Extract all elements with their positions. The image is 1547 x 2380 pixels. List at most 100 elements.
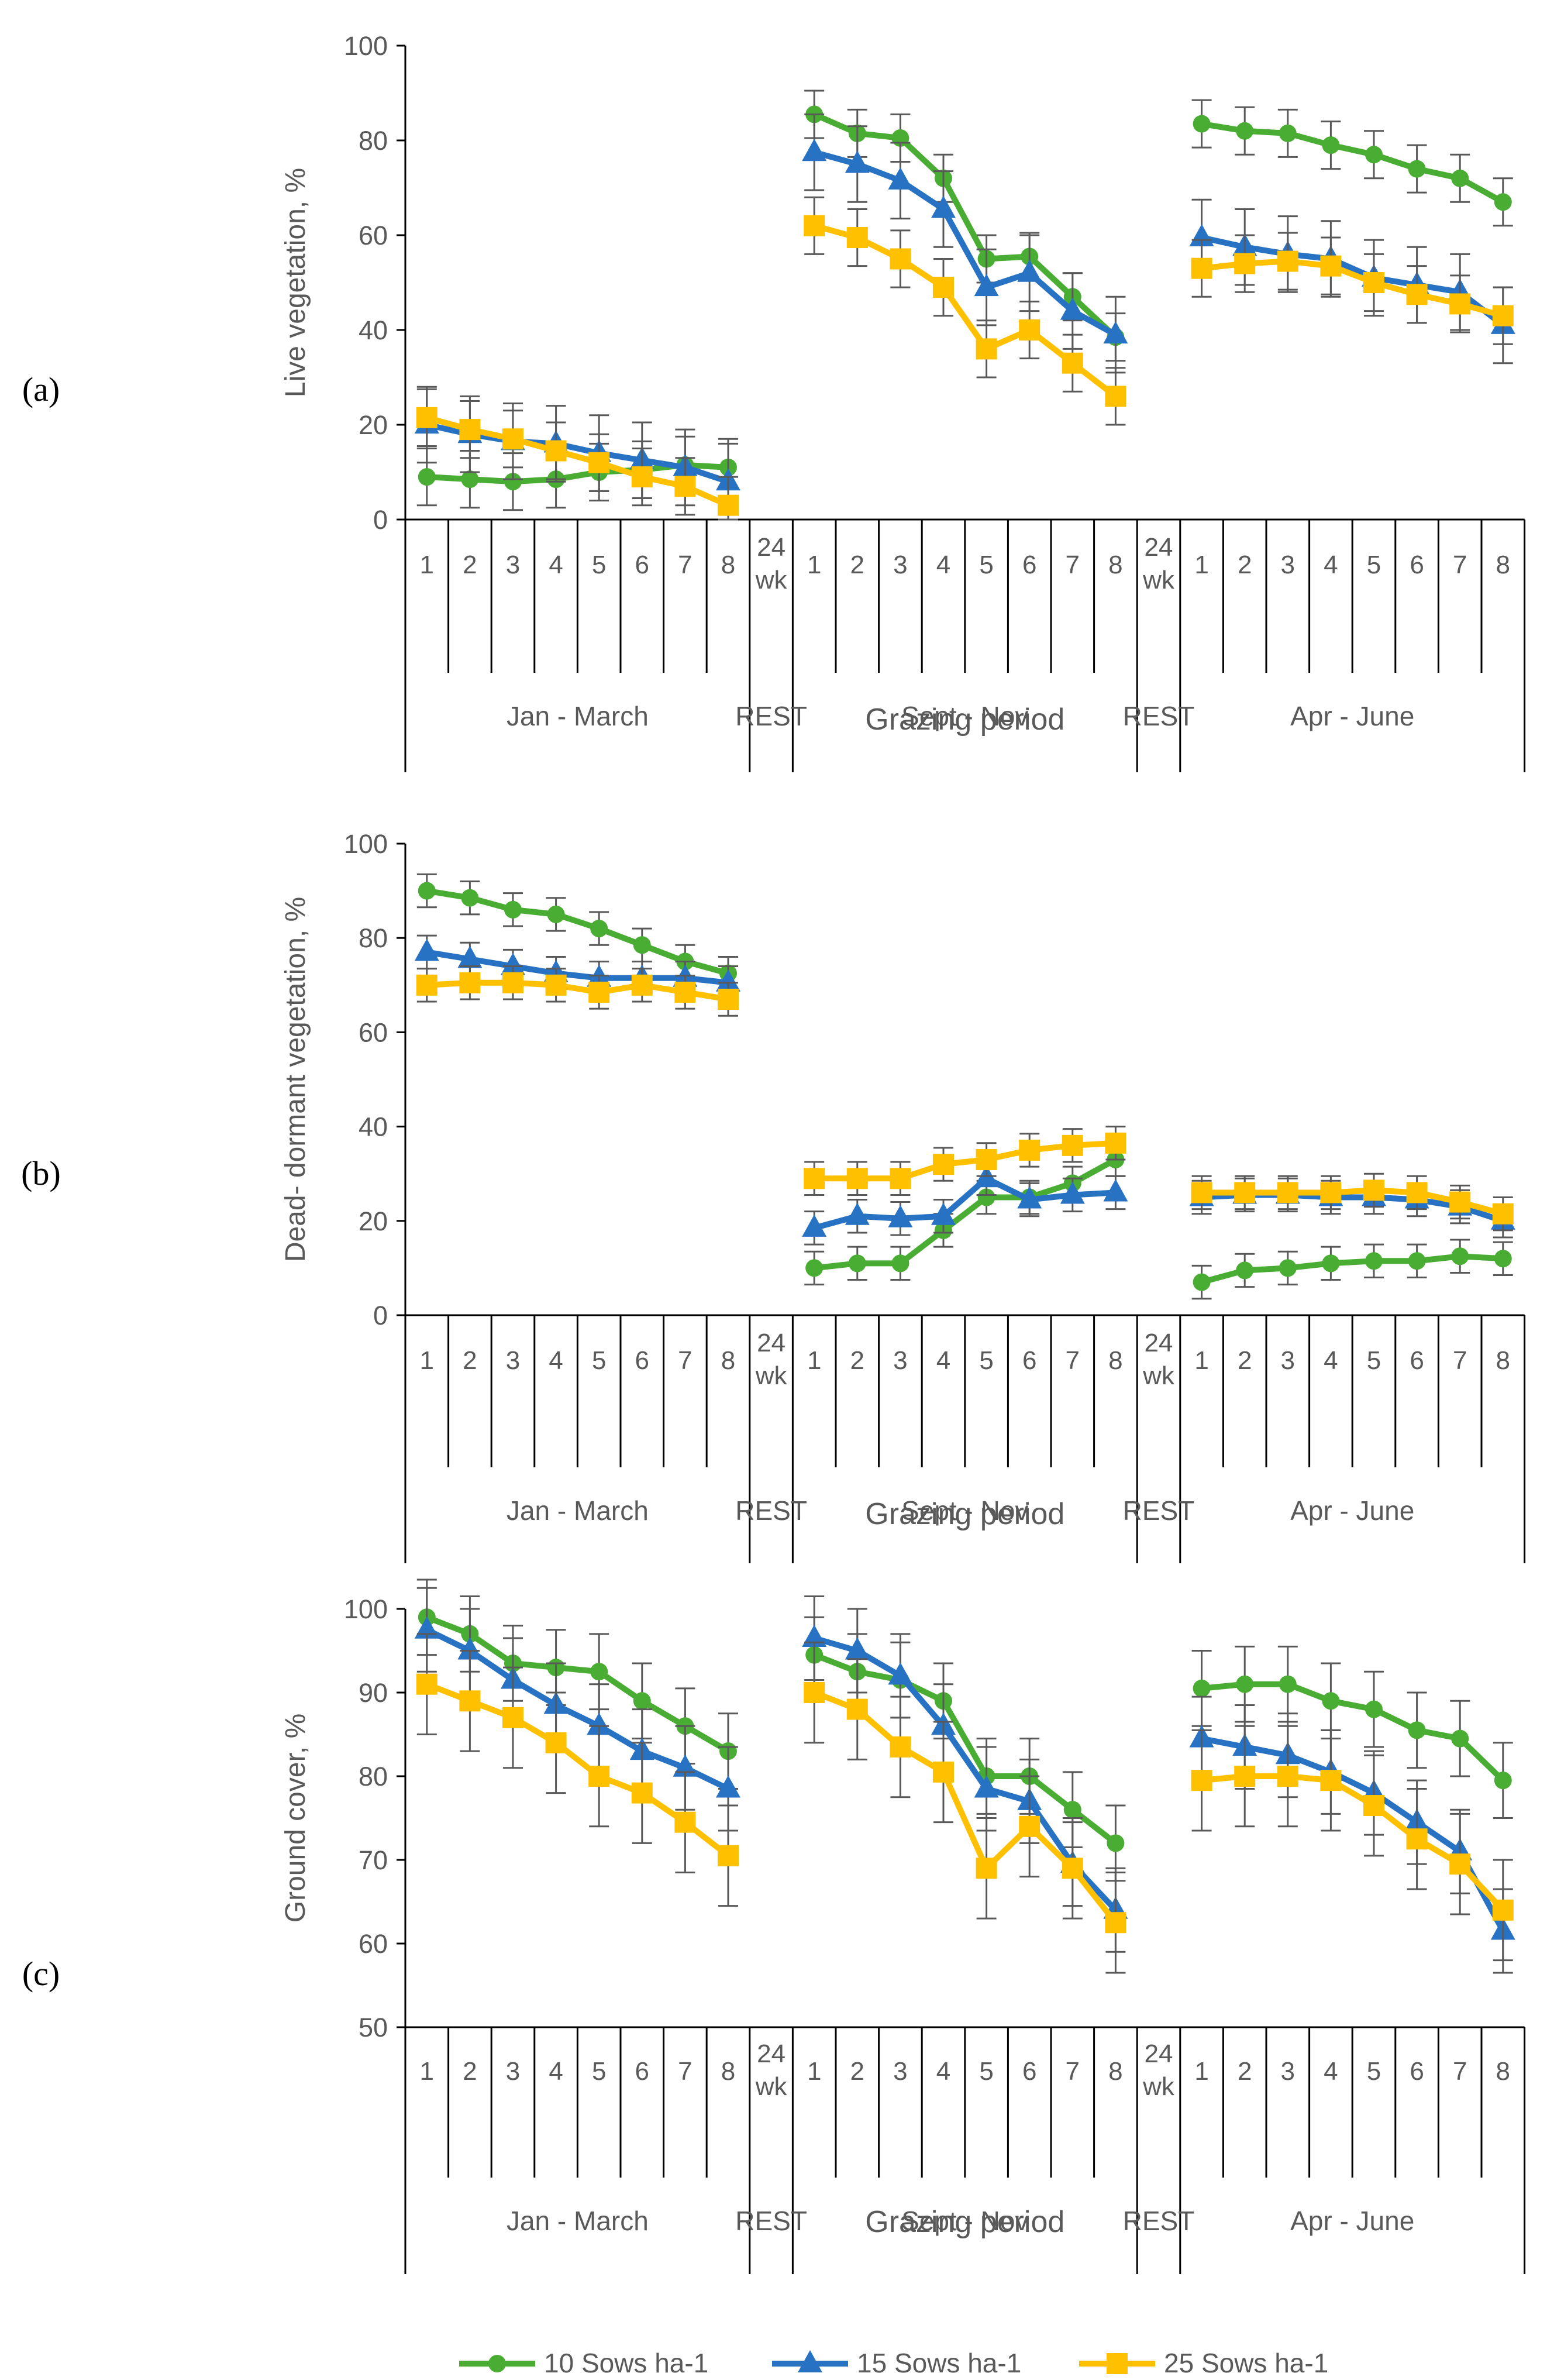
data-point [846,1698,868,1720]
data-point [633,936,651,954]
data-point [846,1168,868,1189]
x-tick-label: 3 [1281,2057,1295,2086]
x-group-label: Apr - June [1290,701,1414,731]
x-tick-label: wk [755,1361,788,1390]
x-tick-label: 5 [1367,551,1381,579]
x-tick-label: 4 [1324,1346,1338,1375]
data-point [1277,1766,1298,1787]
data-point [504,900,522,919]
data-point [674,1811,696,1833]
series-15-sows [414,1587,1515,1974]
x-tick-label: 2 [850,1346,864,1375]
x-tick-label: 1 [1194,2057,1208,2086]
x-tick-label: 3 [893,551,907,579]
x-tick-label: wk [1142,2072,1175,2101]
data-point [1017,259,1042,282]
data-point [674,476,696,497]
legend-marker [488,2355,506,2372]
x-axis-title: Grazing period [865,2205,1064,2239]
data-point [631,1782,653,1804]
x-tick-label: 3 [506,551,520,579]
data-point [804,1682,825,1703]
chart-panel-1: (a) 0 20 40 60 80 100 Live vegetation, % 1 2 3 4 5 6 7… [22,31,1526,772]
data-point [545,974,567,996]
x-tick-label: 7 [1066,1346,1080,1375]
data-point [888,1662,913,1685]
data-point [888,167,913,190]
y-tick-label: 100 [344,1594,388,1624]
data-point [805,1259,824,1277]
x-tick-label: 4 [936,2057,950,2086]
y-tick-label: 40 [359,315,388,345]
x-tick-label: 1 [807,2057,821,2086]
y-tick-label: 20 [359,410,388,440]
x-tick-label: 7 [678,2057,692,2086]
x-tick-label: 4 [549,2057,563,2086]
x-tick-label: 2 [1238,1346,1252,1375]
data-point [1191,257,1212,279]
x-tick-label: 5 [979,1346,993,1375]
x-tick-label: 3 [1281,551,1295,579]
data-point [1406,1182,1428,1203]
x-group-label: Sept - Nov [901,2206,1028,2236]
data-point [802,1214,827,1237]
y-axis-title: Dead- dormant vegetation, % [280,897,311,1262]
data-point [716,969,740,992]
data-point [1107,1834,1125,1852]
x-tick-label: 3 [506,2057,520,2086]
data-point [1451,169,1469,187]
data-point [1320,255,1342,277]
data-point [1279,1259,1297,1277]
x-tick-label: wk [1142,566,1175,594]
data-point [418,882,436,900]
x-tick-label: 4 [1324,2057,1338,2086]
x-tick-label: wk [755,566,788,594]
data-point [976,1149,997,1171]
series-25-sows [416,965,1514,1232]
data-point [587,1712,612,1735]
data-point [1277,1182,1298,1203]
data-point [461,889,479,907]
data-point [974,1775,999,1798]
x-group-label: Jan - March [507,1495,649,1526]
x-tick-label: 8 [1496,551,1510,579]
legend-label: 25 Sows ha-1 [1164,2348,1328,2377]
x-tick-label: 1 [420,2057,434,2086]
data-point [718,494,739,516]
x-tick-label: 1 [807,1346,821,1375]
data-point [1234,1766,1256,1787]
x-tick-label: 6 [1410,2057,1424,2086]
data-point [845,1202,870,1225]
data-point [588,981,610,1003]
data-point [846,227,868,249]
x-tick-label: 6 [635,1346,649,1375]
data-point [1062,1134,1083,1156]
data-point [1193,1273,1211,1291]
data-point [631,466,653,488]
data-point [674,981,696,1003]
x-tick-label: 5 [592,551,606,579]
series-10-sows [416,1578,1513,1882]
y-tick-label: 90 [359,1678,388,1708]
data-point [848,1254,866,1272]
chart-panel-2: (b) 0 20 40 60 80 100 Dead- dormant vegetation,… [21,829,1526,1563]
panel-label: (c) [22,1955,60,1993]
x-tick-label: 5 [1367,1346,1381,1375]
data-point [1236,1675,1254,1693]
data-point [547,905,565,923]
data-point [459,1690,481,1712]
x-group-label: REST [735,701,807,731]
x-group-label: Jan - March [507,2206,649,2236]
data-point [1363,1795,1384,1817]
data-point [1019,319,1040,341]
data-point [502,428,523,450]
x-tick-label: 6 [1022,551,1036,579]
data-point [1451,1247,1469,1265]
x-tick-label: 7 [1066,551,1080,579]
data-point [1365,1252,1383,1270]
x-tick-label: 4 [549,551,563,579]
series-25-sows [416,1633,1514,1974]
data-point [1451,1729,1469,1748]
